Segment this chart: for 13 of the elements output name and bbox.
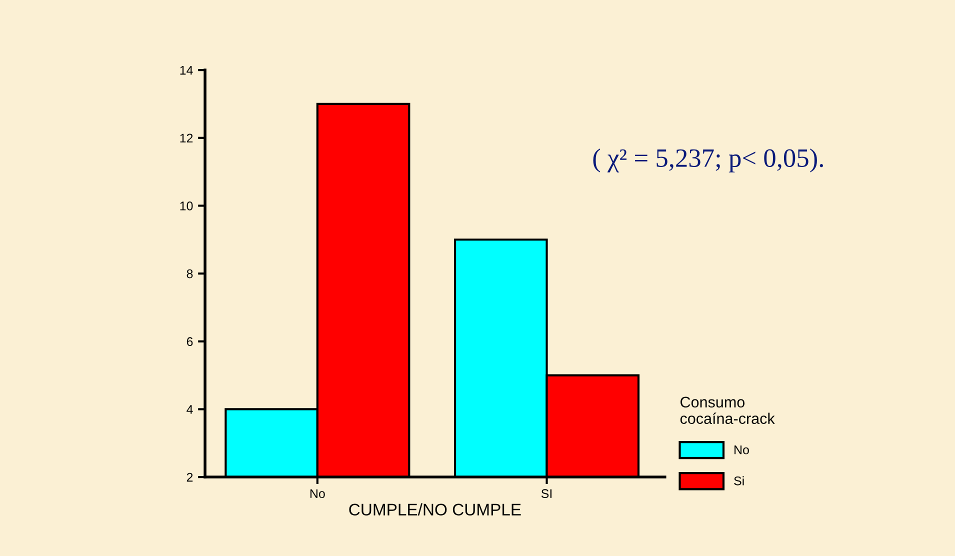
x-tick-label: SI xyxy=(541,489,552,498)
y-tick-label: 8 xyxy=(186,269,193,278)
y-tick-label: 14 xyxy=(180,66,193,75)
legend-label: Si xyxy=(734,476,744,486)
y-tick-label: 6 xyxy=(186,337,193,346)
y-tick-label: 12 xyxy=(180,134,193,142)
y-tick-label: 2 xyxy=(186,472,193,482)
y-tick-label: 10 xyxy=(180,202,193,210)
y-tick-label: 4 xyxy=(186,405,193,414)
x-axis-title: CUMPLE/NO CUMPLE xyxy=(349,503,521,516)
legend-label: No xyxy=(734,446,749,454)
annotation: ( χ² = 5,237; p< 0,05). xyxy=(593,148,823,172)
legend-title: Consumo cocaína-crack xyxy=(680,396,775,424)
